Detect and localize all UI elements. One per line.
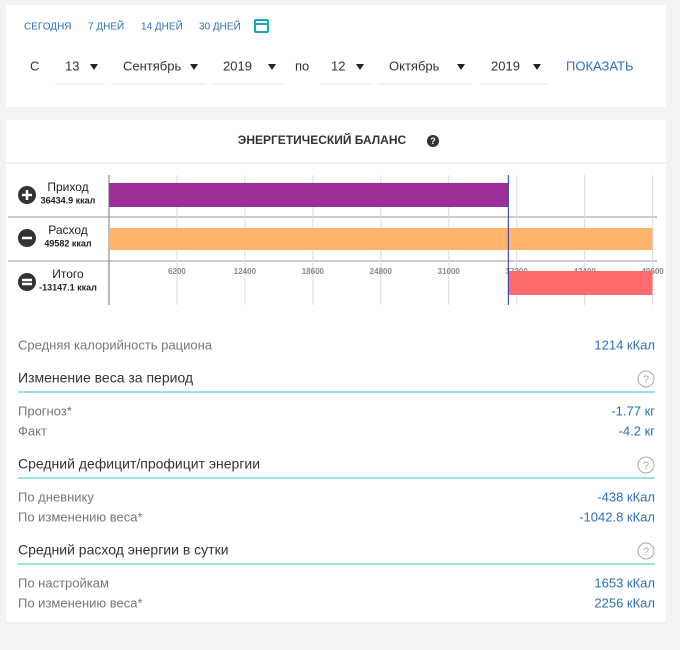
select-value[interactable]: Сентябрь [123,58,181,73]
period-link[interactable]: 7 ДНЕЙ [88,20,124,33]
x-tick-label: 49600 [641,267,664,276]
stat-label: По изменению веса* [18,595,143,610]
help-icon[interactable]: ? [427,135,439,147]
x-tick-label: 24800 [370,267,393,276]
help-icon-mark: ? [643,546,649,558]
stat-value: 2256 кКал [594,595,655,610]
stat-value: -438 кКал [597,489,655,504]
stat-label: Факт [18,423,47,438]
section-title: Средний расход энергии в сутки [18,542,229,558]
from-label: С [30,58,39,73]
svg-text:?: ? [430,136,436,146]
help-icon[interactable] [637,542,655,560]
stat-label: Средняя калорийность рациона [18,337,213,352]
x-tick-label: 6200 [168,267,186,276]
bar [508,271,653,295]
select-value[interactable]: 12 [331,58,345,73]
select-arrow[interactable] [190,64,198,70]
select-value[interactable]: 13 [65,58,79,73]
stat-value: -1.77 кг [611,403,655,418]
filter-card [6,5,666,107]
calendar-icon[interactable] [254,19,269,33]
row-value-label: 36434.9 ккал [41,195,96,205]
bar [109,183,509,207]
row-value-label: -13147.1 ккал [39,282,97,292]
stat-value: -4.2 кг [619,423,656,438]
row-name: Расход [48,223,88,237]
x-tick-label: 31000 [438,267,461,276]
stat-value: 1214 кКал [594,337,655,352]
stat-label: Прогноз* [18,403,72,418]
select-arrow[interactable] [356,64,364,70]
help-icon-mark: ? [643,374,649,386]
help-icon[interactable] [637,456,655,474]
period-link[interactable]: 30 ДНЕЙ [199,20,241,33]
select-value[interactable]: 2019 [223,58,252,73]
select-arrow[interactable] [533,64,541,70]
select-value[interactable]: 2019 [491,58,520,73]
x-tick-label: 12400 [234,267,257,276]
stat-label: По настройкам [18,575,109,590]
submit-button[interactable]: ПОКАЗАТЬ [566,58,634,73]
row-name: Приход [47,180,88,194]
row-name: Итого [52,267,84,281]
row-icon [18,273,36,291]
stat-value: -1042.8 кКал [579,509,655,524]
x-tick-label: 18600 [302,267,325,276]
select-value[interactable]: Октябрь [389,58,440,73]
select-arrow[interactable] [457,64,465,70]
select-arrow[interactable] [90,64,98,70]
period-link[interactable]: СЕГОДНЯ [24,22,72,33]
stat-value: 1653 кКал [594,575,655,590]
stat-label: По дневнику [18,489,94,504]
section-title: Изменение веса за период [18,370,193,386]
stat-label: По изменению веса* [18,509,143,524]
period-link[interactable]: 14 ДНЕЙ [141,20,183,33]
select-arrow[interactable] [268,64,276,70]
help-icon-mark: ? [643,460,649,472]
to-label: по [295,58,309,73]
help-icon[interactable] [637,370,655,388]
row-value-label: 49582 ккал [44,238,92,248]
section-title: Средний дефицит/профицит энергии [18,456,260,472]
chart-title: ЭНЕРГЕТИЧЕСКИЙ БАЛАНС [238,132,407,147]
bar [109,228,653,250]
